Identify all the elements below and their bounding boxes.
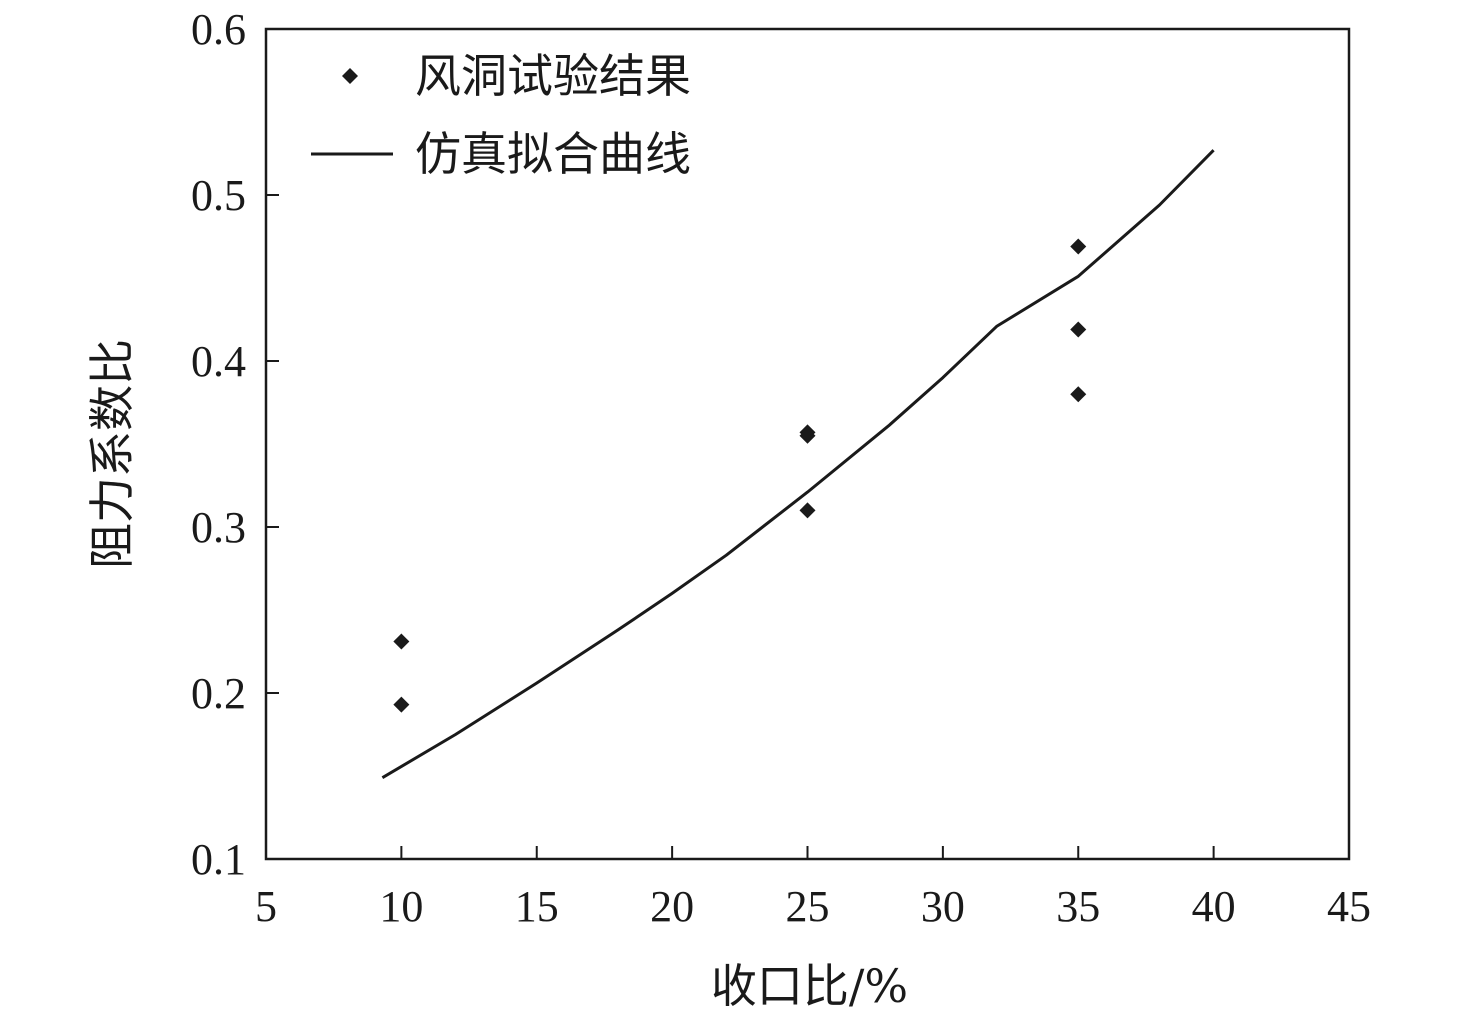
y-axis-title: 阻力系数比 bbox=[85, 339, 139, 569]
x-tick-labels: 5 10 15 20 25 30 35 40 45 bbox=[255, 882, 1371, 931]
x-tick-label: 35 bbox=[1056, 882, 1100, 931]
x-tick-label: 25 bbox=[786, 882, 830, 931]
scatter-point bbox=[799, 502, 816, 519]
x-tick-label: 5 bbox=[255, 882, 277, 931]
x-tick-label: 20 bbox=[650, 882, 694, 931]
legend-marker-diamond bbox=[342, 68, 358, 84]
x-tick-label: 40 bbox=[1192, 882, 1236, 931]
legend-label-scatter: 风洞试验结果 bbox=[415, 49, 691, 103]
legend-label-curve: 仿真拟合曲线 bbox=[415, 127, 691, 181]
axis-ticks bbox=[265, 28, 1350, 860]
y-tick-label: 0.6 bbox=[191, 5, 246, 54]
fit-curve-line bbox=[381, 149, 1215, 779]
x-axis-title: 收口比/% bbox=[711, 959, 908, 1013]
x-tick-label: 45 bbox=[1327, 882, 1371, 931]
y-tick-label: 0.2 bbox=[191, 669, 246, 718]
y-tick-label: 0.5 bbox=[191, 171, 246, 220]
y-tick-label: 0.4 bbox=[191, 337, 246, 386]
scatter-point bbox=[1070, 321, 1087, 338]
scatter-point bbox=[799, 427, 816, 444]
fit-curve-group bbox=[381, 149, 1215, 779]
y-tick-labels: 0.1 0.2 0.3 0.4 0.5 0.6 bbox=[191, 5, 246, 884]
x-tick-label: 15 bbox=[515, 882, 559, 931]
legend: 风洞试验结果 仿真拟合曲线 bbox=[311, 49, 691, 181]
plot-frame bbox=[264, 27, 1351, 861]
y-tick-label: 0.3 bbox=[191, 503, 246, 552]
scatter-points-group bbox=[393, 238, 1087, 713]
scatter-point bbox=[1070, 386, 1087, 403]
y-tick-label: 0.1 bbox=[191, 835, 246, 884]
x-tick-label: 10 bbox=[379, 882, 423, 931]
scatter-point bbox=[393, 696, 410, 713]
x-tick-label: 30 bbox=[921, 882, 965, 931]
scatter-point bbox=[393, 633, 410, 650]
scatter-point bbox=[1070, 238, 1087, 255]
